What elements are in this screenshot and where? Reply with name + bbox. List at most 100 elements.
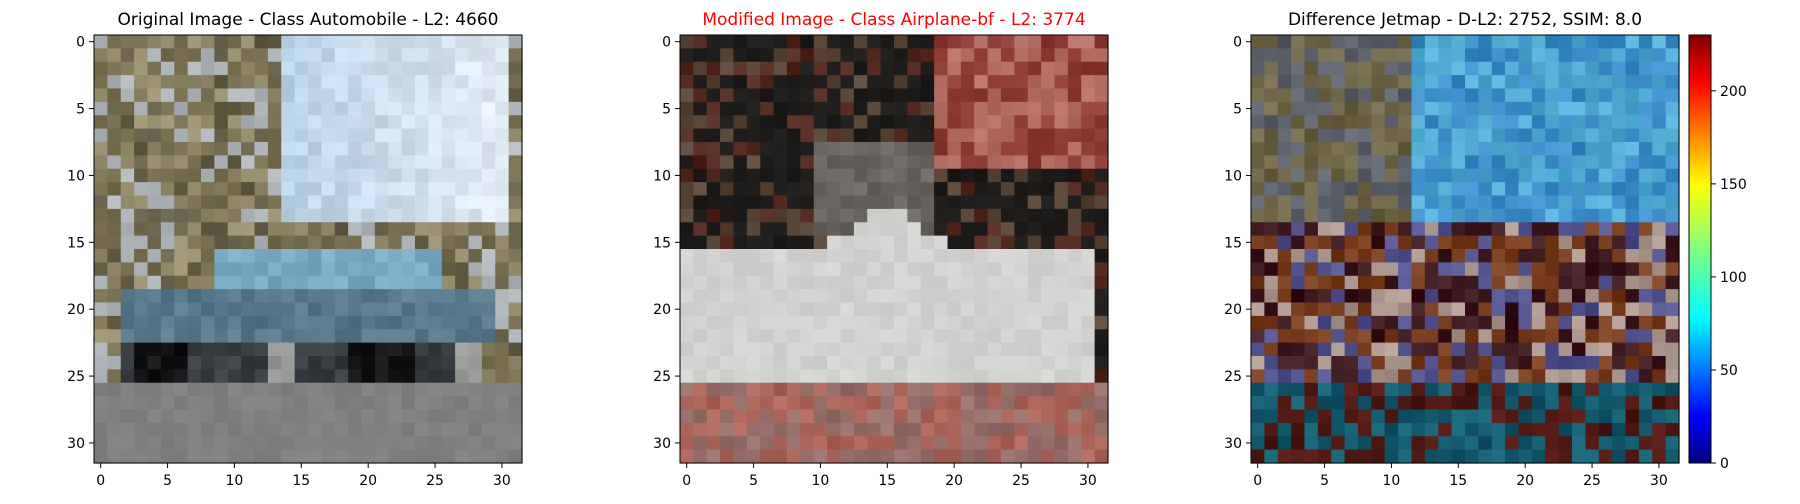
image-pixel: [1478, 329, 1493, 344]
image-pixel: [680, 369, 694, 384]
image-pixel: [1291, 342, 1306, 357]
image-pixel: [760, 101, 775, 116]
image-pixel: [174, 329, 189, 344]
image-pixel: [733, 262, 748, 277]
image-pixel: [987, 342, 1002, 357]
image-pixel: [415, 75, 429, 90]
image-pixel: [1652, 449, 1667, 464]
image-pixel: [1558, 275, 1573, 290]
image-pixel: [934, 168, 949, 183]
image-pixel: [294, 101, 309, 116]
image-pixel: [361, 48, 376, 63]
image-pixel: [1014, 382, 1029, 397]
image-pixel: [1001, 48, 1015, 63]
image-pixel: [853, 168, 868, 183]
image-pixel: [508, 315, 523, 330]
image-pixel: [1344, 61, 1359, 76]
image-pixel: [508, 115, 523, 130]
image-pixel: [787, 142, 801, 156]
image-pixel: [1572, 195, 1586, 210]
colorbar-tick-label: 50: [1720, 363, 1738, 379]
image-pixel: [800, 48, 815, 63]
image-pixel: [920, 115, 935, 130]
image-pixel: [468, 235, 483, 250]
image-pixel: [267, 88, 282, 103]
image-pixel: [1625, 436, 1640, 451]
image-pixel: [361, 382, 376, 397]
image-pixel: [1317, 101, 1332, 116]
image-pixel: [1424, 101, 1439, 116]
image-pixel: [107, 142, 122, 156]
image-pixel: [1014, 342, 1029, 357]
image-pixel: [934, 356, 949, 370]
image-pixel: [94, 195, 108, 210]
image-pixel: [733, 449, 748, 464]
image-pixel: [214, 182, 229, 197]
image-pixel: [1304, 168, 1319, 183]
image-pixel: [706, 235, 721, 250]
image-pixel: [827, 449, 842, 464]
image-pixel: [920, 182, 935, 197]
image-pixel: [1612, 356, 1627, 370]
image-pixel: [880, 222, 895, 237]
image-pixel: [1041, 356, 1056, 370]
image-pixel: [987, 195, 1002, 210]
image-pixel: [1331, 155, 1346, 170]
image-pixel: [267, 422, 282, 437]
image-pixel: [746, 356, 761, 370]
image-pixel: [1014, 168, 1029, 183]
image-pixel: [348, 115, 363, 130]
image-pixel: [441, 422, 456, 437]
image-pixel: [214, 356, 229, 370]
image-pixel: [214, 369, 229, 384]
image-pixel: [107, 369, 122, 384]
image-pixel: [1398, 208, 1413, 223]
image-pixel: [1558, 75, 1573, 90]
image-pixel: [987, 275, 1002, 290]
image-pixel: [1598, 195, 1613, 210]
image-pixel: [907, 35, 922, 49]
image-pixel: [1625, 155, 1640, 170]
image-pixel: [401, 315, 416, 330]
image-pixel: [773, 142, 788, 156]
image-pixel: [1558, 115, 1573, 130]
image-pixel: [1317, 35, 1332, 49]
image-pixel: [680, 302, 694, 317]
image-pixel: [1572, 128, 1586, 143]
image-pixel: [827, 329, 842, 344]
image-pixel: [853, 35, 868, 49]
image-pixel: [508, 155, 523, 170]
image-pixel: [907, 422, 922, 437]
image-pixel: [1264, 275, 1279, 290]
image-pixel: [241, 396, 256, 411]
image-pixel: [1384, 235, 1399, 250]
image-pixel: [1054, 168, 1069, 183]
image-pixel: [733, 155, 748, 170]
image-pixel: [1398, 115, 1413, 130]
image-pixel: [468, 195, 483, 210]
image-pixel: [853, 75, 868, 90]
image-pixel: [813, 302, 828, 317]
image-pixel: [920, 222, 935, 237]
image-pixel: [334, 382, 349, 397]
image-pixel: [1054, 449, 1069, 464]
image-pixel: [1665, 101, 1680, 116]
image-pixel: [1344, 168, 1359, 183]
image-pixel: [361, 396, 376, 411]
image-pixel: [94, 155, 108, 170]
image-pixel: [214, 208, 229, 223]
image-pixel: [481, 275, 496, 290]
image-pixel: [720, 101, 735, 116]
image-pixel: [281, 155, 296, 170]
image-pixel: [468, 88, 483, 103]
image-pixel: [1014, 235, 1029, 250]
image-pixel: [241, 48, 256, 63]
image-pixel: [508, 249, 523, 263]
image-pixel: [1001, 315, 1015, 330]
image-pixel: [1612, 315, 1627, 330]
image-pixel: [1014, 249, 1029, 263]
image-pixel: [920, 249, 935, 263]
image-pixel: [1438, 315, 1453, 330]
image-pixel: [813, 262, 828, 277]
image-pixel: [1598, 249, 1613, 263]
